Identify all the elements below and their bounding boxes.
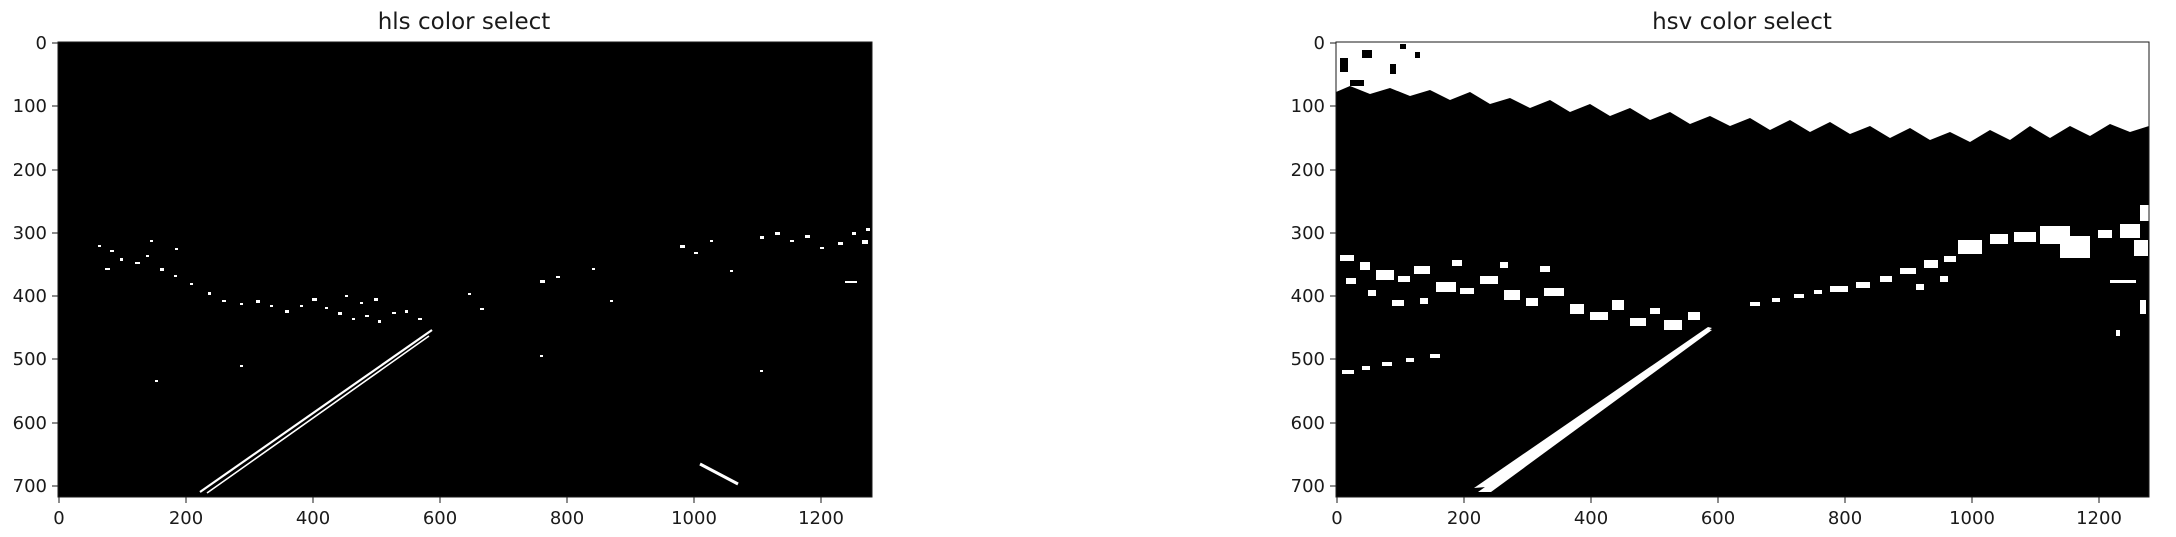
y-tick-labels: 0 100 200 300 400 500 600 700 <box>13 33 47 497</box>
x-tick-label: 1000 <box>1949 508 1995 529</box>
y-tick-label: 100 <box>13 96 47 117</box>
panel-hls: hls color select <box>13 9 873 529</box>
noise-dots <box>98 228 870 382</box>
panel-title: hsv color select <box>1652 9 1832 35</box>
sky-specks <box>1340 44 1420 86</box>
axes-frame <box>1335 41 2150 498</box>
y-tick-label: 300 <box>13 223 47 244</box>
axes-frame <box>57 41 873 498</box>
sky-region <box>1336 42 2149 142</box>
x-tick-label: 0 <box>1331 508 1342 529</box>
x-tick-label: 400 <box>296 508 330 529</box>
x-tick-label: 600 <box>1701 508 1735 529</box>
lane-line-right <box>699 462 739 486</box>
y-tick-label: 600 <box>1291 413 1325 434</box>
panel-hsv: hsv color select <box>1291 9 2150 529</box>
x-tick-labels: 0 200 400 600 800 1000 1200 <box>53 508 844 529</box>
x-tick-label: 200 <box>169 508 203 529</box>
y-tick-label: 700 <box>13 476 47 497</box>
mask-features <box>1336 42 2149 492</box>
x-axis <box>1336 497 2100 503</box>
y-tick-label: 500 <box>1291 349 1325 370</box>
y-tick-label: 0 <box>1314 33 1325 54</box>
y-tick-label: 100 <box>1291 96 1325 117</box>
lane-line-left-edge <box>206 335 430 494</box>
lane-line-left-edge <box>1474 327 1712 488</box>
x-tick-label: 1200 <box>2076 508 2122 529</box>
image-area <box>58 42 872 497</box>
y-axis <box>52 42 58 487</box>
y-tick-label: 200 <box>1291 160 1325 181</box>
x-axis <box>58 497 822 503</box>
x-tick-label: 1200 <box>798 508 844 529</box>
y-tick-label: 700 <box>1291 476 1325 497</box>
x-tick-label: 0 <box>53 508 64 529</box>
y-tick-label: 400 <box>13 286 47 307</box>
x-tick-label: 800 <box>1828 508 1862 529</box>
x-tick-label: 600 <box>423 508 457 529</box>
y-tick-label: 0 <box>36 33 47 54</box>
y-axis <box>1330 42 1336 487</box>
y-tick-label: 300 <box>1291 223 1325 244</box>
lane-line-left <box>199 329 433 493</box>
x-tick-labels: 0 200 400 600 800 1000 1200 <box>1331 508 2122 529</box>
roadside-noise <box>1340 255 1700 374</box>
y-tick-labels: 0 100 200 300 400 500 600 700 <box>1291 33 1325 497</box>
right-noise <box>1750 205 2149 336</box>
y-tick-label: 500 <box>13 349 47 370</box>
y-tick-label: 200 <box>13 160 47 181</box>
panel-title: hls color select <box>378 9 551 35</box>
x-tick-label: 400 <box>1574 508 1608 529</box>
mask-features <box>98 228 870 494</box>
y-tick-label: 600 <box>13 413 47 434</box>
x-tick-label: 800 <box>550 508 584 529</box>
x-tick-label: 200 <box>1447 508 1481 529</box>
x-tick-label: 1000 <box>671 508 717 529</box>
y-tick-label: 400 <box>1291 286 1325 307</box>
